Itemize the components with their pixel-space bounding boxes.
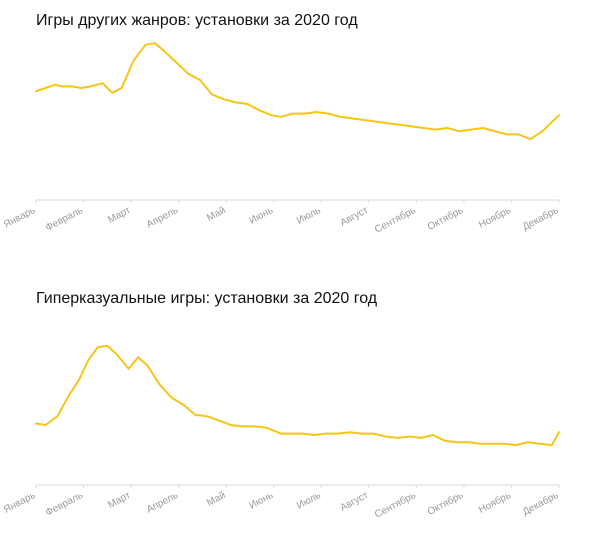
x-tick-label: Ноябрь	[477, 204, 513, 231]
chart-title: Игры других жанров: установки за 2020 го…	[36, 12, 358, 29]
x-tick-label: Июль	[295, 490, 323, 512]
x-tick-label: Июль	[295, 205, 323, 227]
x-tick-label: Декабрь	[520, 204, 560, 233]
x-tick-label: Май	[205, 490, 227, 509]
x-tick-label: Декабрь	[520, 489, 560, 518]
x-tick-label: Сентябрь	[373, 204, 418, 236]
x-tick-label: Июнь	[248, 490, 276, 512]
x-tick-label: Ноябрь	[477, 489, 513, 516]
series-line	[35, 344, 560, 447]
chart-hypercasual: Гиперказуальные игры: установки за 2020 …	[0, 278, 600, 557]
x-tick-label: Август	[338, 205, 370, 229]
x-tick-label: Апрель	[145, 205, 180, 231]
x-tick-label: Август	[338, 490, 370, 514]
x-tick-label: Октябрь	[425, 489, 465, 518]
x-tick-label: Апрель	[145, 490, 180, 516]
series-line	[35, 42, 560, 141]
chart-plot: Январь Февраль Март Апрель Май Июнь Июль Август…	[2, 344, 560, 521]
x-tick-label: Сентябрь	[373, 489, 418, 521]
x-tick-label: Октябрь	[425, 204, 465, 233]
x-tick-label: Июнь	[248, 205, 276, 227]
x-tick-label: Январь	[2, 205, 37, 231]
x-tick-label: Май	[205, 205, 227, 224]
x-tick-label: Январь	[2, 490, 37, 516]
x-tick-label: Февраль	[44, 490, 85, 519]
x-tick-label: Февраль	[44, 205, 85, 234]
chart-title: Гиперказуальные игры: установки за 2020 …	[36, 290, 378, 307]
x-tick-label: Март	[106, 205, 133, 226]
chart-plot: Январь Февраль Март Апрель Май Июнь Июль Август…	[2, 42, 560, 236]
x-tick-label: Март	[106, 490, 133, 511]
chart-other-genres: Игры других жанров: установки за 2020 го…	[0, 0, 600, 278]
